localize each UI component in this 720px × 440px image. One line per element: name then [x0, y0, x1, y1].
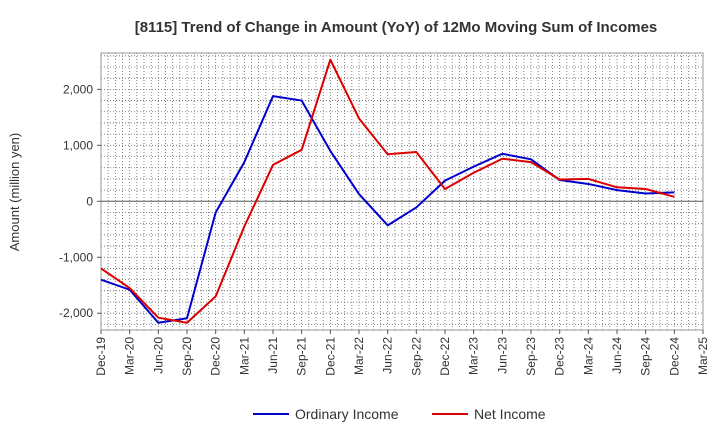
- x-tick-label: Jun-22: [381, 337, 395, 374]
- x-tick-label: Mar-20: [123, 337, 137, 375]
- x-tick-label: Mar-21: [237, 337, 251, 375]
- x-tick-label: Dec-19: [94, 337, 108, 376]
- plot-area: [100, 52, 704, 331]
- series-line-net-income: [100, 58, 675, 324]
- y-tick-label: 2,000: [63, 82, 93, 96]
- legend-label: Ordinary Income: [295, 406, 399, 422]
- y-tick-label: 0: [86, 194, 93, 208]
- series-layer: [100, 58, 675, 324]
- x-tick-label: Sep-24: [639, 337, 653, 376]
- y-tick-label: 1,000: [63, 138, 93, 152]
- x-tick-label: Dec-23: [553, 337, 567, 376]
- x-tick-label: Sep-22: [409, 337, 423, 376]
- chart-title: [8115] Trend of Change in Amount (YoY) o…: [135, 19, 658, 36]
- x-tick-label: Sep-21: [295, 337, 309, 376]
- legend-label: Net Income: [474, 406, 546, 422]
- x-tick-label: Jun-24: [610, 337, 624, 374]
- x-tick-label: Mar-23: [467, 337, 481, 375]
- x-tick-label: Mar-24: [581, 337, 595, 375]
- x-tick-label: Mar-22: [352, 337, 366, 375]
- y-axis-label: Amount (million yen): [7, 133, 22, 252]
- x-tick-label: Dec-24: [667, 337, 681, 376]
- y-axis-ticks: 2,000 1,000 0 -1,000 -2,000: [59, 82, 101, 320]
- series-line-ordinary-income: [100, 95, 675, 324]
- x-tick-label: Dec-22: [438, 337, 452, 376]
- x-axis-ticks: Dec-19 Mar-20 Jun-20 Sep-20 Dec-20 Mar-21 Jun-…: [94, 330, 710, 376]
- x-tick-label: Mar-25: [696, 337, 710, 375]
- y-tick-label: -1,000: [59, 250, 93, 264]
- x-tick-label: Jun-23: [495, 337, 509, 374]
- x-tick-label: Jun-21: [266, 337, 280, 374]
- x-tick-label: Dec-21: [323, 337, 337, 376]
- grid-lines: [101, 53, 703, 330]
- y-tick-label: -2,000: [59, 306, 93, 320]
- x-tick-label: Dec-20: [209, 337, 223, 376]
- legend: Ordinary Income Net Income: [253, 406, 546, 422]
- x-tick-label: Jun-20: [151, 337, 165, 374]
- x-tick-label: Sep-23: [524, 337, 538, 376]
- x-tick-label: Sep-20: [180, 337, 194, 376]
